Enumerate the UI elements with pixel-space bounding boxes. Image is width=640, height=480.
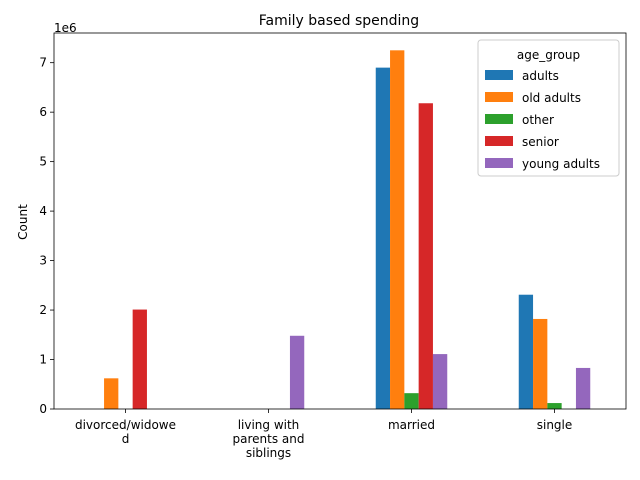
legend-label: other	[522, 113, 554, 127]
y-tick-label: 4	[39, 204, 47, 218]
legend-title: age_group	[517, 48, 580, 62]
bar-young-adults	[289, 335, 305, 409]
legend-swatch	[485, 70, 513, 80]
legend-swatch	[485, 136, 513, 146]
legend-swatch	[485, 158, 513, 168]
y-axis-ticks: 0 1 2 3 4 5 6 7	[39, 56, 54, 416]
bars-group	[104, 50, 591, 410]
y-tick-label: 2	[39, 303, 47, 317]
y-tick-label: 1	[39, 353, 47, 367]
x-tick-label-line: parents and	[233, 432, 305, 446]
x-tick-label-line: d	[122, 432, 130, 446]
x-tick-label: single	[537, 418, 573, 432]
x-tick-label-line: single	[537, 418, 573, 432]
y-tick-label: 5	[39, 155, 47, 169]
x-tick-label-line: divorced/widowe	[75, 418, 176, 432]
x-tick-label-line: siblings	[246, 446, 291, 460]
legend-swatch	[485, 92, 513, 102]
legend-box	[477, 39, 620, 177]
x-tick-label-line: living with	[238, 418, 300, 432]
bar-other	[404, 393, 419, 409]
bar-old-adults	[104, 378, 119, 409]
plot-frame	[53, 32, 627, 410]
y-tick-label: 0	[39, 402, 47, 416]
bar-adults	[518, 294, 534, 409]
bar-adults	[375, 67, 391, 409]
chart-title: Family based spending	[259, 13, 419, 29]
bar-young-adults	[575, 367, 591, 409]
y-axis-offset-label: 1e6	[54, 21, 77, 35]
y-tick-label: 6	[39, 105, 47, 119]
x-tick-label: married	[388, 418, 435, 432]
bar-senior	[132, 309, 147, 409]
y-tick-label: 7	[39, 56, 47, 70]
x-tick-label-line: married	[388, 418, 435, 432]
bar-young-adults	[432, 354, 448, 409]
bar-old-adults	[533, 318, 548, 409]
x-tick-label: divorced/widowe d	[75, 418, 176, 446]
legend-label: young adults	[522, 157, 600, 171]
legend-label: adults	[522, 69, 559, 83]
bar-other	[547, 403, 562, 409]
bar-senior	[418, 103, 433, 410]
legend-swatch	[485, 114, 513, 124]
legend-label: old adults	[522, 91, 581, 105]
y-tick-label: 3	[39, 254, 47, 268]
y-axis-label: Count	[16, 204, 30, 240]
legend-label: senior	[522, 135, 559, 149]
bar-old-adults	[390, 50, 405, 409]
x-tick-label: living with parents and siblings	[233, 418, 305, 460]
